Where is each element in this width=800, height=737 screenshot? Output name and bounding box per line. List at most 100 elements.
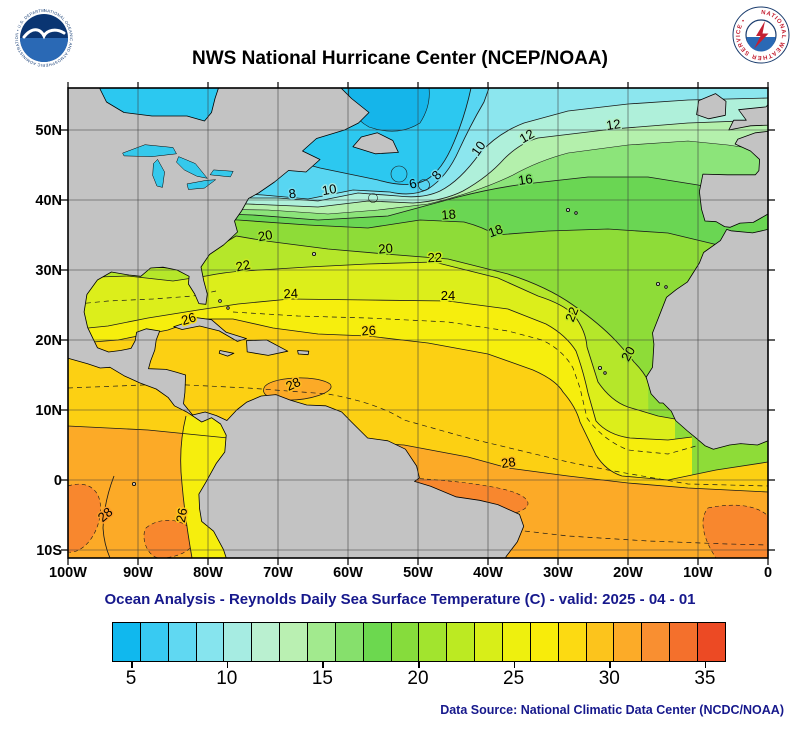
colorbar-cell [140,623,169,661]
contour-label-12b: 12 [605,116,621,133]
colorbar-cell [419,623,448,661]
noaa-logo: NATIONAL OCEANIC AND ATMOSPHERIC ADMINIS… [10,2,76,75]
colorbar-cell [475,623,504,661]
contour-label-26b: 26 [361,323,376,339]
colorbar-label-20: 20 [407,668,429,689]
lon-label-10w: 10W [683,565,713,581]
lon-label-40w: 40W [473,565,503,581]
lat-label-20n: 20N [35,333,62,349]
contour-labels: 6 8 8 10 10 12 12 16 18 18 20 20 20 22 2… [93,115,639,527]
contour-label-22b: 22 [427,250,442,265]
contour-label-20b: 20 [378,240,394,256]
x-ticks [67,82,769,565]
colorbar-cell [530,623,559,661]
island-canaries [656,281,661,286]
colorbar-cell [224,623,253,661]
contour-label-26c: 26 [173,507,190,524]
noaa-emblem-sea [20,38,68,62]
nws-logo: NATIONAL WEATHER SERVICE • [732,6,790,69]
great-lakes [122,144,234,190]
contour-label-10: 10 [321,181,338,198]
landmass-newfoundland [352,132,399,155]
colorbar-label-25: 25 [503,668,525,689]
colorbar-cell [447,623,476,661]
colorbar-cell [113,623,141,661]
contour-label-20: 20 [257,227,274,244]
colorbar-ticks [112,661,724,668]
lat-label-30n: 30N [35,263,62,279]
contour-label-26: 26 [179,309,197,328]
contour-label-24: 24 [283,286,298,302]
colorbar-label-5: 5 [125,668,137,689]
colorbar-label-30: 30 [598,668,620,689]
colorbar-cell [614,623,643,661]
colorbar-label-15: 15 [311,668,333,689]
lon-label-100w: 100W [49,565,87,581]
colorbar-cell [363,623,392,661]
lat-label-0: 0 [54,473,62,489]
colorbar-cell [558,623,587,661]
pacific-warm-patch [68,483,101,553]
colorbar-cell [642,623,671,661]
landmass-cuba [173,317,247,342]
island-bermuda [311,251,316,256]
lon-label-60w: 60W [333,565,363,581]
lightning-bolt-icon [754,21,769,49]
isotherm-contours [68,88,768,558]
island-bahamas [218,299,222,303]
nws-globe-sea [746,37,776,52]
lon-label-90w: 90W [123,565,153,581]
lon-label-80w: 80W [193,565,223,581]
colorbar-cell [391,623,420,661]
colorbar-cell [308,623,336,661]
landmass-ireland [696,93,727,120]
lon-label-70w: 70W [263,565,293,581]
colorbar-cell [280,623,309,661]
lat-label-40n: 40N [35,193,62,209]
island-cape-verde [598,365,603,370]
colorbar-label-10: 10 [216,668,238,689]
map-subtitle: Ocean Analysis - Reynolds Daily Sea Surf… [104,591,696,608]
colorbar-cell [670,623,699,661]
page-title: NWS National Hurricane Center (NCEP/NOAA… [192,48,608,69]
landmass-britain [728,104,768,131]
lat-label-10n: 10N [35,403,62,419]
contour-label-24b: 24 [441,288,455,303]
lon-label-0: 0 [764,565,772,581]
landmass-iberia-france [699,131,768,228]
grid-lines [68,88,768,558]
contour-label-18: 18 [441,206,457,222]
lat-label-10s: 10S [36,543,62,559]
landmass-nw-africa [645,229,768,450]
colorbar-labels: 5 10 15 20 25 30 35 [112,668,724,692]
colorbar [112,622,726,662]
colorbar-cell [335,623,364,661]
colorbar-label-35: 35 [694,668,716,689]
seagull-icon [22,28,66,40]
island-azores [565,208,570,213]
y-ticks [61,129,775,551]
x-axis-labels: 100W 90W 80W 70W 60W 50W 40W 30W 20W 10W… [49,565,772,581]
lon-label-20w: 20W [613,565,643,581]
contour-label-18b: 18 [486,221,505,240]
data-source-note: Data Source: National Climatic Data Cent… [440,703,784,717]
y-axis-labels: 50N 40N 30N 20N 10N 0 10S [35,123,62,559]
colorbar-cell [586,623,615,661]
lat-label-50n: 50N [35,123,62,139]
sst-map: 6 8 8 10 10 12 12 16 18 18 20 20 20 22 2… [0,80,800,590]
lon-label-30w: 30W [543,565,573,581]
lon-label-50w: 50W [403,565,433,581]
colorbar-cell [168,623,197,661]
landmass-puerto-rico [297,350,310,356]
contour-label-22: 22 [234,257,251,275]
colorbar-cell [196,623,225,661]
contour-label-16: 16 [517,171,533,188]
landmass-americas [68,88,768,558]
peru-cool-strip [180,416,228,558]
island-galapagos [132,481,137,486]
contour-label-28: 28 [500,454,516,471]
colorbar-cell [503,623,531,661]
landmass-jamaica [218,350,235,357]
map-plot-area: 6 8 8 10 10 12 12 16 18 18 20 20 20 22 2… [61,82,775,565]
